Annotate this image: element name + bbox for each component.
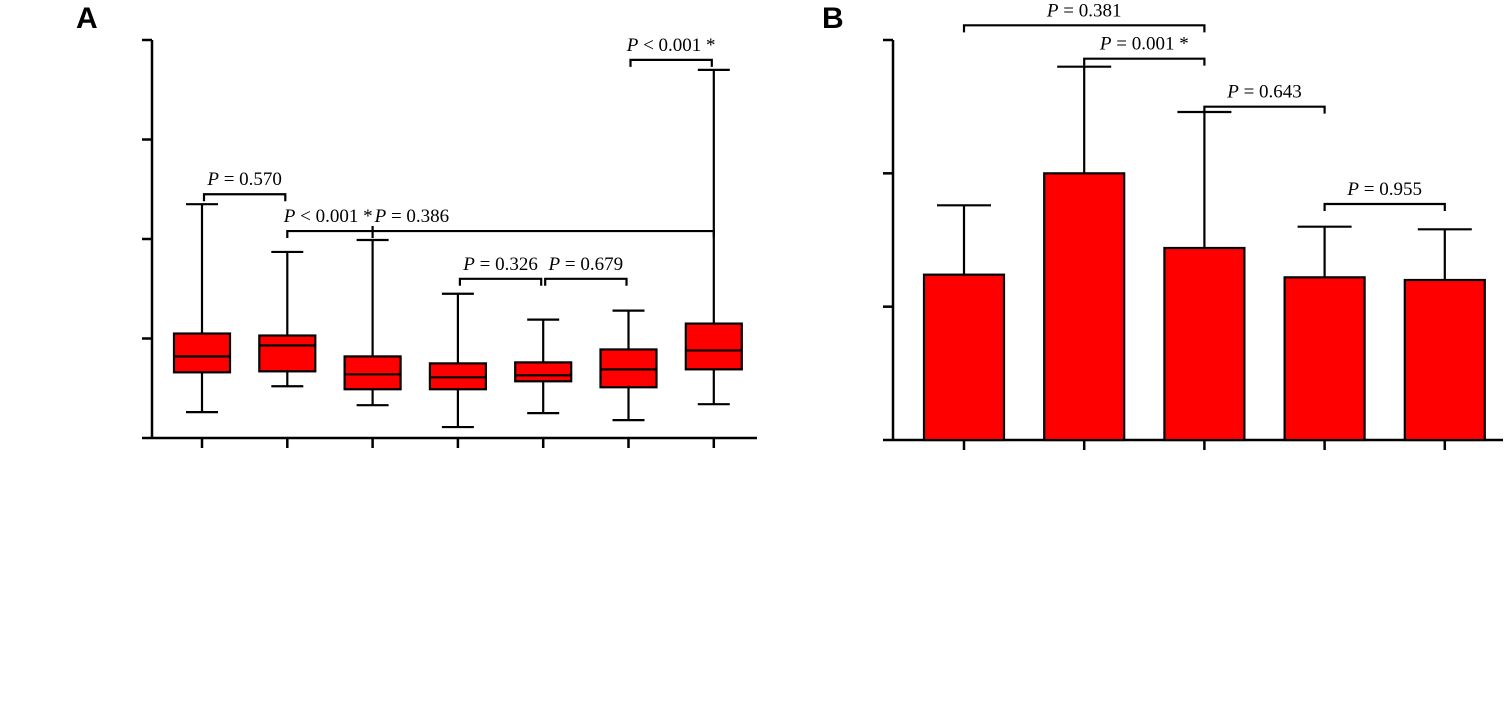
significance-bracket	[962, 24, 1206, 33]
bar	[1283, 276, 1366, 442]
significance-bracket	[458, 277, 543, 286]
p-value-label: P < 0.001 *	[283, 206, 373, 227]
p-value-label: P = 0.381	[1046, 0, 1122, 21]
significance-bracket	[1083, 57, 1206, 66]
bar	[1163, 246, 1246, 442]
bar	[922, 273, 1006, 442]
significance-bracket	[629, 58, 713, 67]
significance-bracket	[1203, 105, 1326, 114]
p-value-label: P = 0.679	[548, 254, 624, 275]
p-value-label: P = 0.001 *	[1099, 34, 1189, 55]
panel-b-letter: B	[822, 2, 844, 35]
box	[514, 361, 573, 383]
p-value-label: P < 0.001 *	[626, 35, 716, 56]
p-value-label: P = 0.326	[462, 254, 538, 275]
p-value-label: P = 0.570	[206, 169, 282, 190]
significance-bracket	[544, 277, 628, 286]
panel-b-bar-chart: P = 0.381 P = 0.001 * P = 0.643 P = 0.955	[883, 0, 1503, 450]
p-value-label: P = 0.955	[1346, 179, 1422, 200]
p-value-label: P = 0.643	[1226, 82, 1302, 103]
box	[684, 322, 743, 371]
box	[172, 332, 232, 374]
significance-bracket	[202, 193, 287, 202]
significance-bracket	[286, 229, 715, 239]
box	[258, 334, 317, 373]
significance-bracket	[1323, 202, 1446, 211]
panel-a-letter: A	[76, 2, 98, 35]
box	[343, 355, 402, 391]
bar	[1043, 172, 1126, 442]
p-value-label: P = 0.386	[374, 206, 450, 227]
bar	[1403, 278, 1486, 442]
